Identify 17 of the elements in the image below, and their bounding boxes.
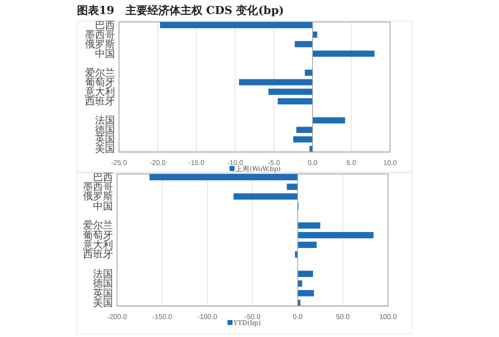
y-tick-label: 葡萄牙: [83, 229, 113, 242]
y-tick-label: 意大利: [84, 86, 115, 98]
y-tick-label: 中国: [93, 200, 113, 212]
y-tick-label: 西班牙: [83, 248, 113, 261]
y-tick-label: 俄罗斯: [85, 38, 115, 50]
chart-title: 图表19 主要经济体主权 CDS 变化(bp): [77, 4, 284, 17]
y-tick-label: 中国: [95, 48, 115, 60]
y-tick-label: 俄罗斯: [83, 190, 113, 203]
y-tick-label: 巴西: [95, 20, 115, 32]
y-tick-label: 西班牙: [85, 95, 115, 108]
y-tick-label: 巴西: [93, 172, 113, 184]
y-tick-label: 葡萄牙: [85, 76, 115, 88]
y-tick-label: 美国: [93, 297, 113, 310]
y-tick-label: 美国: [95, 143, 115, 156]
y-tick-label: 英国: [93, 287, 113, 300]
y-tick-label: 墨西哥: [85, 30, 115, 41]
y-tick-label: 爱尔兰: [85, 66, 115, 79]
